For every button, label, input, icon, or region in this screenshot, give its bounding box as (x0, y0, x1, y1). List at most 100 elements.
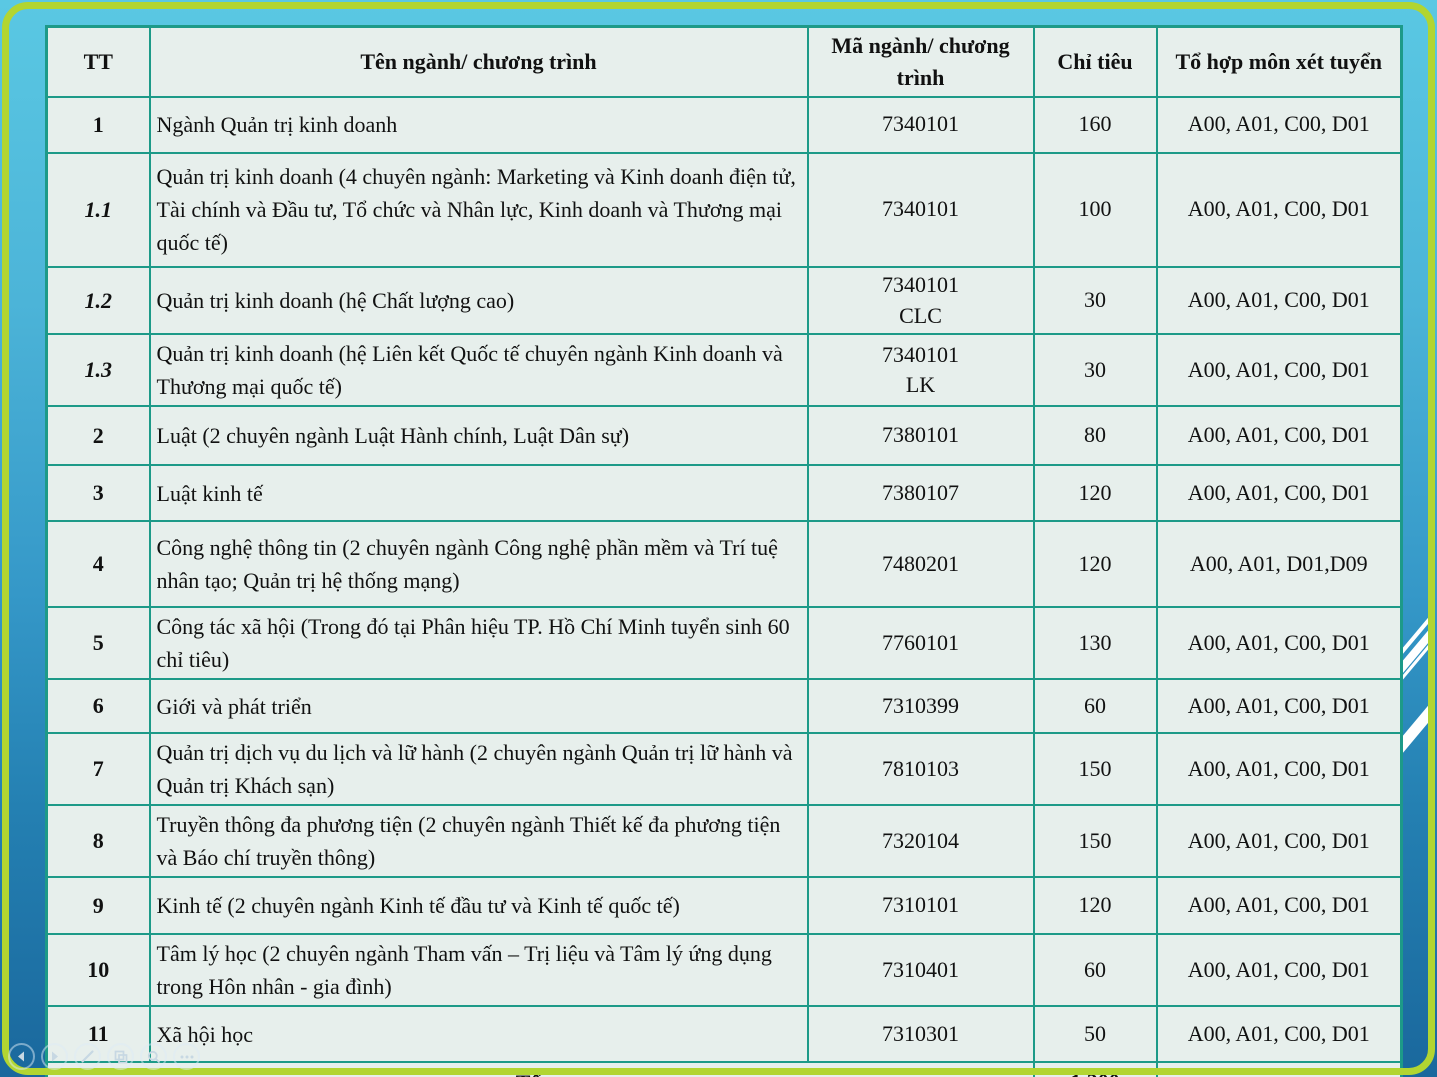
quota: 50 (1032, 1005, 1158, 1064)
program-code: 7320104 (806, 804, 1035, 879)
subject-combinations: A00, A01, C00, D01 (1155, 732, 1403, 807)
table-row: 9 Kinh tế (2 chuyên ngành Kinh tế đầu tư… (45, 876, 1403, 936)
quota: 160 (1032, 95, 1158, 154)
slides-overview-icon (114, 1050, 128, 1064)
quota: 150 (1032, 804, 1158, 879)
row-number: 1 (45, 95, 151, 154)
program-code-line: 7760101 (882, 629, 959, 655)
quota: 60 (1032, 678, 1158, 735)
program-code-line: 7310401 (882, 956, 959, 982)
program-code: 7310101 (806, 876, 1035, 936)
program-code: 7310301 (806, 1005, 1035, 1064)
row-number: 4 (45, 520, 151, 609)
row-number: 5 (45, 606, 151, 681)
table-row: 1.1 Quản trị kinh doanh (4 chuyên ngành:… (45, 151, 1403, 268)
subject-combinations: A00, A01, C00, D01 (1155, 405, 1403, 467)
header-row: TT Tên ngành/ chương trình Mã ngành/ chư… (45, 25, 1403, 98)
row-number: 7 (45, 732, 151, 807)
decorative-stripes (1398, 592, 1434, 767)
slide-navigator-button[interactable] (107, 1043, 134, 1070)
subject-combinations: A00, A01, C00, D01 (1155, 804, 1403, 879)
row-number: 3 (45, 464, 151, 523)
subject-combinations: A00, A01, C00, D01 (1155, 95, 1403, 154)
program-code: 7340101 LK (806, 333, 1035, 408)
subject-combinations: A00, A01, C00, D01 (1155, 933, 1403, 1008)
arrow-left-icon (15, 1050, 28, 1063)
program-code: 7760101 (806, 606, 1035, 681)
ellipsis-icon (180, 1055, 194, 1059)
row-number: 2 (45, 405, 151, 467)
program-name: Công nghệ thông tin (2 chuyên ngành Công… (148, 520, 809, 609)
admission-quota-table: TT Tên ngành/ chương trình Mã ngành/ chư… (45, 25, 1403, 1077)
header-quota: Chỉ tiêu (1032, 25, 1158, 98)
header-program-name: Tên ngành/ chương trình (148, 25, 809, 98)
program-name: Công tác xã hội (Trong đó tại Phân hiệu … (148, 606, 809, 681)
table-row: 1.2 Quản trị kinh doanh (hệ Chất lượng c… (45, 265, 1403, 336)
quota: 30 (1032, 333, 1158, 408)
subject-combinations: A00, A01, C00, D01 (1155, 333, 1403, 408)
quota: 80 (1032, 405, 1158, 467)
program-code: 7810103 (806, 732, 1035, 807)
subject-combinations: A00, A01, C00, D01 (1155, 876, 1403, 936)
table-row: 1.3 Quản trị kinh doanh (hệ Liên kết Quố… (45, 333, 1403, 408)
table-row: 2 Luật (2 chuyên ngành Luật Hành chính, … (45, 405, 1403, 467)
subject-combinations: A00, A01, C00, D01 (1155, 606, 1403, 681)
program-code-line: 7380107 (882, 479, 959, 505)
program-name: Luật kinh tế (148, 464, 809, 523)
program-code-line: 7340101 (882, 271, 959, 297)
program-code-line: 7310399 (882, 692, 959, 718)
header-subject-combinations: Tổ hợp môn xét tuyển (1155, 25, 1403, 98)
subject-combinations: A00, A01, D01,D09 (1155, 520, 1403, 609)
program-name: Ngành Quản trị kinh doanh (148, 95, 809, 154)
row-number: 6 (45, 678, 151, 735)
table-row: 10 Tâm lý học (2 chuyên ngành Tham vấn –… (45, 933, 1403, 1008)
subject-combinations: A00, A01, C00, D01 (1155, 1005, 1403, 1064)
stripe (1398, 694, 1434, 761)
quota: 130 (1032, 606, 1158, 681)
program-code-line: 7340101 (882, 196, 959, 222)
program-name: Luật (2 chuyên ngành Luật Hành chính, Lu… (148, 405, 809, 467)
program-code-line: 7310301 (882, 1020, 959, 1046)
pen-button[interactable] (74, 1043, 101, 1070)
program-code: 7310401 (806, 933, 1035, 1008)
program-code-line: 7480201 (882, 550, 959, 576)
program-code: 7380107 (806, 464, 1035, 523)
program-name: Xã hội học (148, 1005, 809, 1064)
program-code: 7340101 (806, 151, 1035, 268)
table-row: 1 Ngành Quản trị kinh doanh 7340101 160 … (45, 95, 1403, 154)
subject-combinations: A00, A01, C00, D01 (1155, 464, 1403, 523)
program-code: 7340101 CLC (806, 265, 1035, 336)
row-number: 8 (45, 804, 151, 879)
quota: 30 (1032, 265, 1158, 336)
row-number: 9 (45, 876, 151, 936)
row-number: 1.2 (45, 265, 151, 336)
program-code-line: 7340101 (882, 341, 959, 367)
more-options-button[interactable] (173, 1043, 200, 1070)
previous-slide-button[interactable] (8, 1043, 35, 1070)
program-code: 7380101 (806, 405, 1035, 467)
program-name: Truyền thông đa phương tiện (2 chuyên ng… (148, 804, 809, 879)
table-row: 3 Luật kinh tế 7380107 120 A00, A01, C00… (45, 464, 1403, 523)
program-code-line: CLC (899, 302, 942, 328)
next-slide-button[interactable] (41, 1043, 68, 1070)
quota: 120 (1032, 520, 1158, 609)
pen-icon (80, 1049, 95, 1064)
row-number: 10 (45, 933, 151, 1008)
program-code-line: 7380101 (882, 422, 959, 448)
program-name: Tâm lý học (2 chuyên ngành Tham vấn – Tr… (148, 933, 809, 1008)
total-quota: 1.200 (1032, 1061, 1158, 1077)
total-row: Tổng 1.200 (45, 1061, 1403, 1077)
table-row: 6 Giới và phát triển 7310399 60 A00, A01… (45, 678, 1403, 735)
header-tt: TT (45, 25, 151, 98)
total-subjects-empty (1155, 1061, 1403, 1077)
table-row: 5 Công tác xã hội (Trong đó tại Phân hiệ… (45, 606, 1403, 681)
quota: 150 (1032, 732, 1158, 807)
quota: 120 (1032, 464, 1158, 523)
quota: 60 (1032, 933, 1158, 1008)
subject-combinations: A00, A01, C00, D01 (1155, 265, 1403, 336)
magnifier-icon (147, 1050, 161, 1064)
subject-combinations: A00, A01, C00, D01 (1155, 151, 1403, 268)
zoom-button[interactable] (140, 1043, 167, 1070)
program-code: 7310399 (806, 678, 1035, 735)
program-name: Quản trị kinh doanh (4 chuyên ngành: Mar… (148, 151, 809, 268)
